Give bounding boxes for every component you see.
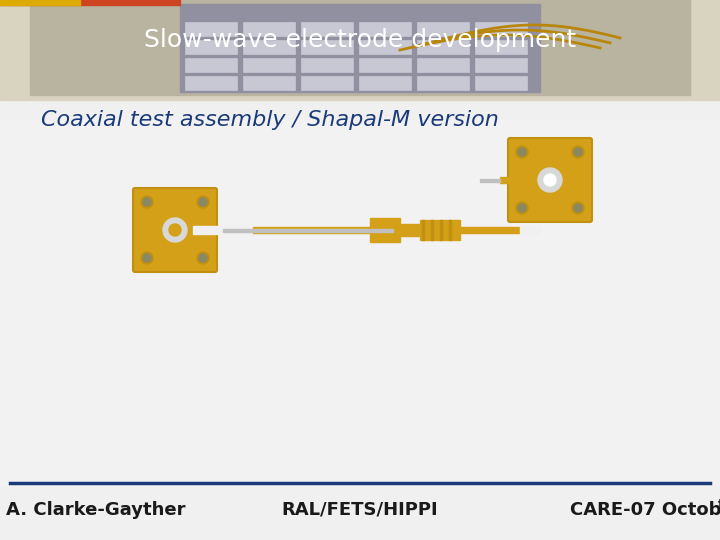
Circle shape (197, 252, 209, 264)
Bar (440, 220, 442, 240)
Bar (185, 76, 237, 90)
Bar (185, 58, 237, 72)
Bar (417, 58, 469, 72)
Bar (480, 179, 500, 181)
Bar (359, 58, 411, 72)
Circle shape (572, 146, 584, 158)
Circle shape (143, 198, 151, 206)
FancyBboxPatch shape (133, 188, 217, 272)
Bar (180, 4, 540, 92)
Bar (475, 22, 527, 36)
Bar (243, 76, 295, 90)
Bar (431, 220, 433, 240)
Bar (370, 218, 400, 242)
Bar (243, 40, 295, 54)
Text: CARE-07 October 30: CARE-07 October 30 (570, 501, 720, 519)
Circle shape (516, 146, 528, 158)
Circle shape (163, 218, 187, 242)
Bar (301, 40, 353, 54)
Circle shape (574, 204, 582, 212)
Circle shape (197, 196, 209, 208)
Bar (185, 40, 237, 54)
Circle shape (157, 212, 193, 248)
Bar (0, 0, 720, 100)
Circle shape (199, 198, 207, 206)
Bar (420, 220, 460, 240)
Text: RAL/FETS/HIPPI: RAL/FETS/HIPPI (282, 501, 438, 519)
Circle shape (532, 162, 568, 198)
Bar (301, 76, 353, 90)
Bar (417, 22, 469, 36)
Text: Slow-wave electrode development: Slow-wave electrode development (144, 28, 576, 52)
Bar (185, 22, 237, 36)
Circle shape (572, 202, 584, 214)
Bar (0, 0, 80, 5)
Circle shape (574, 148, 582, 156)
Bar (301, 22, 353, 36)
Bar (475, 76, 527, 90)
Circle shape (141, 252, 153, 264)
FancyBboxPatch shape (508, 138, 592, 222)
Bar (359, 22, 411, 36)
Bar (417, 76, 469, 90)
Circle shape (518, 204, 526, 212)
Bar (500, 177, 548, 183)
Bar (400, 224, 420, 236)
Circle shape (538, 168, 562, 192)
Bar (243, 58, 295, 72)
Bar (475, 40, 527, 54)
Text: th: th (718, 498, 720, 511)
Bar (449, 220, 451, 240)
Bar (223, 228, 393, 232)
Bar (460, 227, 520, 233)
Circle shape (544, 174, 556, 186)
Circle shape (141, 196, 153, 208)
Bar (30, 0, 690, 95)
Bar (0, 0, 180, 5)
Bar (0, 120, 720, 485)
Circle shape (169, 224, 181, 236)
Bar (301, 58, 353, 72)
Bar (475, 58, 527, 72)
Bar (253, 227, 383, 233)
Bar (243, 22, 295, 36)
Bar (422, 220, 424, 240)
Circle shape (199, 254, 207, 262)
Text: Coaxial test assembly / Shapal-M version: Coaxial test assembly / Shapal-M version (41, 110, 499, 130)
Circle shape (516, 202, 528, 214)
Bar (359, 76, 411, 90)
Bar (193, 226, 253, 234)
Circle shape (518, 148, 526, 156)
Bar (359, 40, 411, 54)
Bar (520, 226, 540, 234)
Text: M. A. Clarke-Gayther: M. A. Clarke-Gayther (0, 501, 185, 519)
Bar (417, 40, 469, 54)
Circle shape (143, 254, 151, 262)
